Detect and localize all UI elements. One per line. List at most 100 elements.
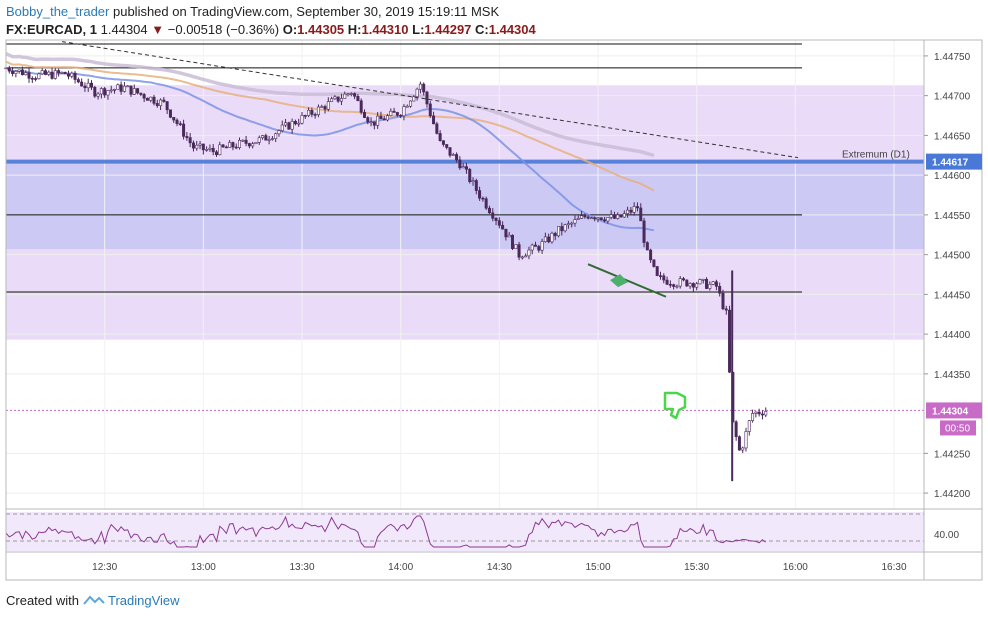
- candle-body: [632, 206, 636, 213]
- candle-body: [455, 154, 459, 161]
- candle: [422, 82, 426, 96]
- candle-body: [655, 266, 659, 276]
- extremum-label: Extremum (D1): [842, 150, 910, 161]
- candle: [655, 265, 659, 277]
- candle-body: [43, 70, 47, 75]
- candle: [24, 70, 28, 76]
- candle-body: [484, 198, 488, 209]
- price-change: −0.00518 (−0.36%): [167, 22, 280, 37]
- candle-body: [589, 217, 593, 220]
- candle-body: [405, 105, 409, 108]
- candle-body: [24, 72, 28, 76]
- candle-body: [685, 279, 689, 287]
- candle: [218, 141, 222, 156]
- candle: [448, 147, 452, 158]
- candle-body: [409, 100, 413, 107]
- green-trendline: [587, 263, 667, 298]
- y-tick-label: 1.44450: [934, 290, 971, 301]
- candle-body: [412, 96, 416, 102]
- candle-body: [530, 244, 534, 251]
- candle: [593, 216, 597, 222]
- candle-body: [537, 246, 541, 251]
- candle: [303, 114, 307, 119]
- candle: [76, 77, 80, 84]
- candle-body: [734, 421, 738, 437]
- candle-body: [96, 93, 100, 97]
- candle-body: [14, 71, 18, 74]
- candle: [27, 68, 31, 83]
- candle: [455, 152, 459, 163]
- candle-body: [149, 96, 153, 101]
- candle: [524, 253, 528, 258]
- candle: [497, 217, 501, 229]
- candle: [287, 121, 291, 130]
- candle-body: [612, 214, 616, 219]
- candle: [658, 271, 662, 280]
- candle-body: [468, 169, 472, 182]
- candle: [116, 83, 120, 90]
- candle: [214, 150, 218, 157]
- candle: [747, 419, 751, 436]
- tradingview-logo-icon: [82, 595, 105, 605]
- candle-body: [201, 143, 205, 151]
- candle-body: [366, 117, 370, 123]
- candle: [126, 85, 130, 88]
- candle: [201, 143, 205, 155]
- candle-body: [132, 88, 136, 95]
- candle: [514, 244, 518, 249]
- candle-body: [73, 72, 77, 80]
- candle: [695, 281, 699, 291]
- candle: [336, 96, 340, 103]
- candle: [764, 407, 768, 418]
- candle: [17, 69, 21, 74]
- candle: [698, 278, 702, 285]
- candle: [438, 130, 442, 142]
- candle: [359, 98, 363, 115]
- candle: [649, 248, 653, 264]
- candle-body: [418, 83, 422, 90]
- candle-body: [471, 180, 475, 182]
- candle-body: [497, 220, 501, 226]
- candle-body: [30, 77, 34, 80]
- candle-body: [662, 275, 666, 281]
- candle: [339, 93, 343, 106]
- publisher-username[interactable]: Bobby_the_trader: [6, 4, 110, 19]
- candle: [63, 71, 67, 75]
- candle: [550, 231, 554, 244]
- candle-body: [718, 286, 722, 294]
- candle: [537, 244, 541, 253]
- candle-body: [557, 226, 561, 237]
- candle: [113, 88, 117, 94]
- candle: [333, 95, 337, 100]
- candle-body: [264, 135, 268, 141]
- candle: [264, 133, 268, 141]
- candle-body: [553, 232, 557, 237]
- candle: [672, 283, 676, 290]
- thumbs-down-icon: [663, 391, 687, 420]
- candle: [172, 116, 176, 123]
- candle: [481, 196, 485, 202]
- candle-body: [642, 220, 646, 243]
- candle-body: [277, 130, 281, 135]
- candle: [362, 109, 366, 119]
- candle-body: [356, 96, 360, 102]
- candle: [458, 156, 462, 170]
- axes-layer: 1.44750 1.44700 1.44650 1.44600 1.44550 1.445…: [5, 39, 983, 581]
- candle: [728, 305, 732, 374]
- footer-created: Created with: [6, 593, 79, 608]
- candle: [297, 118, 301, 127]
- candle: [560, 222, 564, 236]
- candle: [586, 215, 590, 220]
- candle-body: [678, 278, 682, 287]
- candle-body: [543, 236, 547, 242]
- footer-brand[interactable]: TradingView: [108, 593, 180, 608]
- candle-body: [234, 146, 238, 149]
- candle-body: [218, 144, 222, 155]
- candle-body: [70, 72, 74, 77]
- candle-body: [63, 71, 67, 75]
- chart-frame: [5, 39, 983, 581]
- x-tick-label: 12:30: [92, 562, 117, 573]
- candle: [251, 141, 255, 149]
- candle-body: [382, 118, 386, 121]
